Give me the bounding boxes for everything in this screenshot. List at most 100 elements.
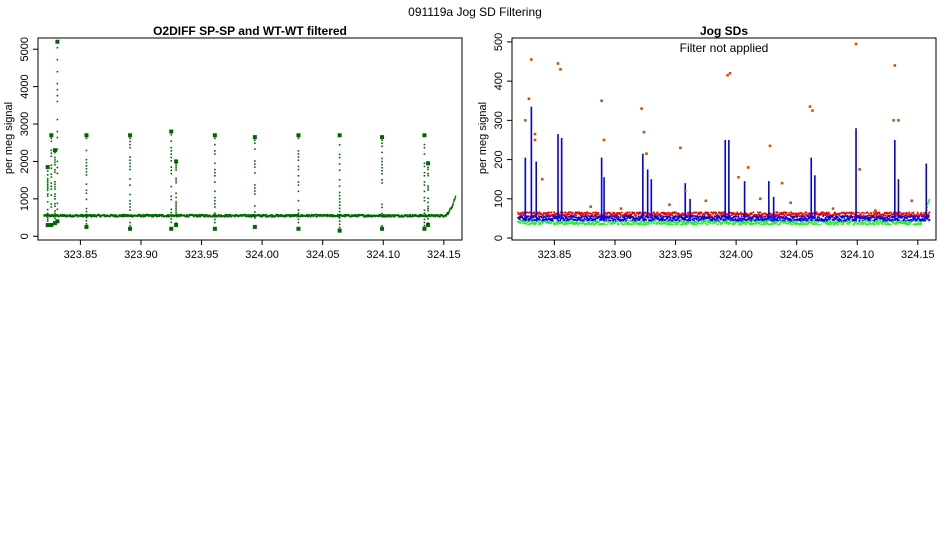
data-point	[665, 212, 668, 215]
data-point	[660, 217, 663, 220]
data-point	[691, 223, 694, 226]
data-point	[852, 220, 854, 222]
data-point	[681, 215, 683, 217]
data-point	[331, 214, 334, 216]
data-point	[916, 211, 919, 214]
data-point	[903, 221, 906, 224]
spike-point	[56, 202, 59, 205]
data-point	[877, 222, 880, 225]
data-point	[526, 221, 529, 223]
data-point	[602, 219, 605, 222]
data-point	[752, 211, 755, 214]
spike-point	[381, 169, 383, 172]
data-point	[401, 214, 403, 216]
data-point	[316, 215, 319, 218]
data-point	[900, 220, 902, 223]
data-point	[343, 215, 346, 218]
data-point	[637, 216, 640, 218]
data-point	[824, 212, 826, 215]
data-point	[847, 218, 850, 220]
data-point	[521, 216, 524, 219]
data-point	[683, 212, 685, 215]
data-point	[901, 216, 903, 219]
data-point	[633, 218, 636, 221]
data-point	[669, 221, 672, 224]
data-point	[643, 221, 645, 224]
data-point	[757, 211, 759, 214]
data-point	[388, 213, 390, 216]
spike-point	[46, 179, 49, 182]
spike-point	[175, 205, 177, 207]
data-point	[556, 222, 558, 224]
y-tick-label: 1000	[19, 187, 31, 211]
data-point	[911, 219, 913, 221]
data-point	[696, 219, 698, 221]
data-point	[204, 215, 206, 218]
data-point	[909, 221, 911, 224]
data-point	[672, 218, 675, 220]
data-point	[381, 214, 384, 217]
data-point	[839, 218, 842, 221]
data-point	[446, 211, 449, 214]
data-point	[908, 219, 911, 222]
data-point	[923, 214, 926, 216]
data-point	[634, 223, 637, 225]
x-tick-label: 323.90	[598, 249, 632, 261]
data-point	[311, 214, 314, 216]
data-point	[754, 215, 757, 218]
data-point	[574, 213, 577, 216]
data-point	[360, 214, 363, 217]
spike-point	[54, 183, 56, 186]
data-point	[540, 213, 542, 216]
spike-point	[214, 162, 216, 165]
data-point	[926, 203, 929, 205]
data-point	[662, 220, 664, 223]
data-point	[729, 219, 732, 222]
data-point	[585, 216, 588, 218]
spike-point	[129, 146, 131, 149]
data-point	[563, 219, 566, 222]
data-point	[581, 215, 584, 218]
spike-point	[85, 216, 88, 219]
data-point	[872, 214, 874, 217]
data-point	[813, 220, 816, 222]
data-point	[763, 215, 765, 218]
data-point	[671, 220, 674, 223]
data-point	[97, 213, 100, 216]
data-point	[551, 214, 554, 216]
spike-point	[175, 181, 177, 184]
data-point	[722, 219, 725, 221]
data-point	[903, 219, 905, 221]
data-point	[698, 218, 701, 221]
data-point	[812, 215, 815, 218]
data-point	[843, 219, 845, 222]
data-point	[541, 213, 544, 216]
data-point	[885, 219, 887, 222]
data-point	[732, 219, 734, 222]
data-point	[778, 219, 780, 221]
data-point	[328, 215, 331, 218]
spike-trough	[49, 223, 54, 228]
data-point	[680, 214, 682, 216]
data-point	[722, 220, 725, 223]
data-point	[46, 215, 48, 218]
data-point	[904, 214, 907, 217]
data-point	[881, 222, 883, 225]
data-point	[578, 218, 580, 220]
data-point	[529, 223, 532, 226]
data-point	[858, 216, 860, 218]
spike-point	[381, 166, 383, 169]
data-point	[579, 219, 582, 222]
spike-point	[338, 156, 341, 159]
data-point	[779, 221, 782, 224]
data-point	[720, 217, 723, 220]
data-point	[93, 215, 96, 218]
data-point	[381, 215, 383, 218]
data-point	[782, 219, 784, 222]
data-point	[537, 212, 539, 215]
data-point	[524, 218, 526, 221]
data-point	[573, 215, 576, 217]
x-tick-label: 324.15	[901, 249, 935, 261]
spike-point	[50, 140, 53, 143]
data-point	[663, 219, 665, 221]
